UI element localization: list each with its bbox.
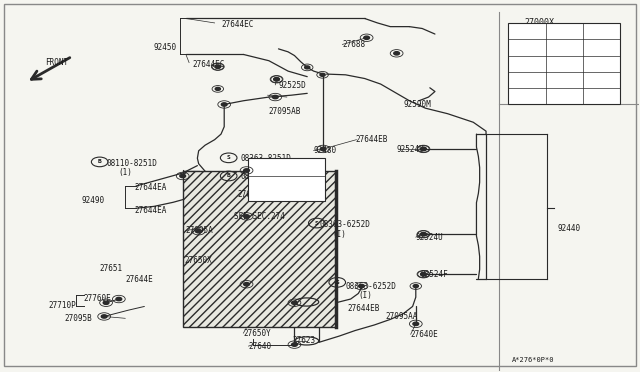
- Text: 27095AB: 27095AB: [269, 108, 301, 116]
- Text: 27623: 27623: [292, 336, 316, 346]
- Circle shape: [274, 78, 280, 81]
- Text: 27640: 27640: [248, 341, 271, 350]
- Text: 92440: 92440: [557, 224, 580, 234]
- Circle shape: [420, 232, 426, 236]
- Text: 27095AA: 27095AA: [386, 312, 418, 321]
- Text: B: B: [98, 160, 102, 164]
- Text: 08110-8351D: 08110-8351D: [240, 172, 291, 181]
- Text: 27710P: 27710P: [49, 301, 76, 310]
- Circle shape: [221, 103, 227, 106]
- Circle shape: [421, 273, 426, 276]
- Text: 27650X: 27650X: [184, 256, 212, 264]
- Text: 08110-8251D: 08110-8251D: [106, 158, 157, 167]
- Text: 92525D: 92525D: [278, 81, 307, 90]
- Text: 27095A: 27095A: [186, 226, 214, 235]
- Circle shape: [196, 230, 202, 233]
- Text: 27650Y: 27650Y: [243, 328, 271, 338]
- Circle shape: [215, 65, 220, 68]
- Text: 92490: 92490: [82, 196, 105, 205]
- Text: S: S: [315, 221, 319, 225]
- Bar: [508, 23, 620, 105]
- Circle shape: [103, 301, 109, 304]
- Circle shape: [413, 285, 419, 288]
- Text: 08363-8251D: 08363-8251D: [240, 154, 291, 163]
- Text: 27688: 27688: [342, 40, 365, 49]
- Text: 27644EC: 27644EC: [192, 60, 225, 69]
- Circle shape: [305, 66, 310, 69]
- Circle shape: [292, 301, 298, 304]
- Text: 27644EA: 27644EA: [135, 183, 167, 192]
- Circle shape: [420, 147, 426, 151]
- Circle shape: [364, 36, 369, 39]
- Text: (1): (1): [253, 164, 267, 173]
- Text: 27760E: 27760E: [84, 294, 111, 303]
- Circle shape: [420, 273, 426, 276]
- Text: 27644ED: 27644ED: [237, 190, 269, 199]
- Circle shape: [421, 147, 426, 150]
- Text: S: S: [227, 155, 230, 160]
- Text: (1): (1): [119, 168, 132, 177]
- Circle shape: [320, 147, 326, 151]
- Circle shape: [244, 283, 250, 286]
- Text: 92480: 92480: [314, 146, 337, 155]
- Text: 92524U: 92524U: [397, 145, 424, 154]
- Text: 92524U: 92524U: [416, 232, 444, 242]
- Text: 08363-6252D: 08363-6252D: [346, 282, 396, 291]
- Circle shape: [413, 322, 419, 326]
- Circle shape: [116, 297, 122, 301]
- Text: B: B: [227, 173, 230, 179]
- Text: (I): (I): [358, 291, 372, 300]
- Circle shape: [292, 343, 298, 346]
- Text: A*276*0P*0: A*276*0P*0: [511, 357, 554, 363]
- Text: 92590M: 92590M: [403, 100, 431, 109]
- Text: 27640E: 27640E: [411, 330, 438, 339]
- Circle shape: [320, 73, 325, 76]
- Bar: [248, 158, 325, 201]
- Circle shape: [274, 78, 279, 81]
- Text: 92524F: 92524F: [421, 270, 449, 279]
- Text: 08363-6252D: 08363-6252D: [320, 220, 371, 229]
- Circle shape: [394, 52, 399, 55]
- Text: S: S: [335, 280, 339, 285]
- Circle shape: [244, 169, 250, 172]
- Circle shape: [421, 232, 426, 236]
- Text: 27644EC: 27644EC: [221, 20, 253, 29]
- Text: FRONT: FRONT: [45, 58, 68, 67]
- Text: 27644EA: 27644EA: [135, 206, 167, 215]
- Text: 27644EB: 27644EB: [355, 135, 387, 144]
- Text: SEE SEC.274: SEE SEC.274: [234, 212, 285, 221]
- Text: (1): (1): [253, 182, 267, 191]
- Text: 27651: 27651: [100, 264, 123, 273]
- Circle shape: [180, 174, 186, 178]
- Text: 27000X: 27000X: [524, 19, 554, 28]
- Circle shape: [215, 65, 221, 68]
- Text: 27095B: 27095B: [65, 314, 92, 323]
- Circle shape: [358, 285, 364, 288]
- Circle shape: [273, 95, 278, 99]
- Text: 27644EB: 27644EB: [348, 304, 380, 313]
- Text: 92450: 92450: [154, 42, 177, 51]
- Text: 27644E: 27644E: [125, 275, 153, 284]
- Circle shape: [101, 315, 107, 318]
- Circle shape: [215, 87, 220, 90]
- Circle shape: [244, 215, 250, 218]
- Bar: [182, 171, 336, 327]
- Text: (I): (I): [333, 230, 347, 239]
